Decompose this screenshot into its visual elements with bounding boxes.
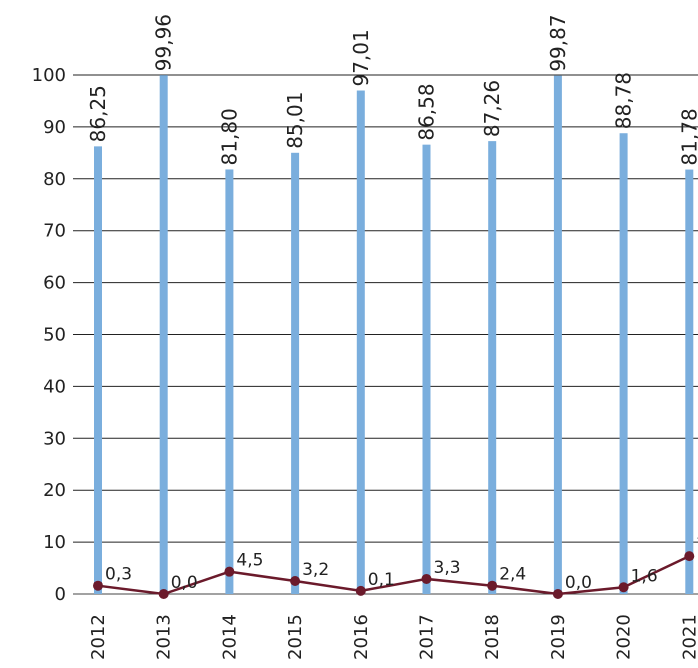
x-tick-label: 2012	[88, 614, 109, 660]
x-tick-label: 2018	[482, 614, 503, 660]
bar-2018	[488, 141, 497, 594]
y-tick-label: 80	[43, 169, 66, 190]
x-tick-label: 2017	[417, 614, 438, 660]
x-tick-label: 2020	[614, 614, 635, 660]
x-tick-label: 2019	[548, 614, 569, 660]
line-value-labels: 0,3 0,0 4,5 3,2 0,1 3,3 2,4 0,0 1,6 7,3	[105, 535, 698, 593]
y-tick-label: 20	[43, 480, 66, 501]
bar-value-labels: 86,25 99,96 81,80 85,01 97,01 86,58 87,26 99,87…	[86, 14, 698, 166]
x-tick-label: 2015	[285, 614, 306, 660]
line-value-label: 3,2	[302, 560, 329, 580]
y-axis-ticks: 0 10 20 30 40 50 60 70 80 90 100	[32, 65, 66, 605]
line-value-label: 4,5	[236, 551, 263, 571]
line-point-2015	[290, 576, 301, 587]
y-tick-label: 30	[43, 428, 66, 449]
line-point-2016	[355, 585, 366, 596]
bar-value-label: 81,80	[217, 108, 241, 165]
y-tick-label: 50	[43, 325, 66, 346]
y-tick-label: 0	[55, 584, 66, 605]
bar-2014	[225, 169, 234, 594]
bar-series	[94, 75, 694, 595]
line-value-label: 0,0	[565, 573, 592, 593]
x-tick-label: 2021	[679, 614, 698, 660]
y-tick-label: 60	[43, 273, 66, 294]
bar-2021	[685, 169, 694, 594]
line-value-label: 0,0	[171, 573, 198, 593]
bar-value-label: 81,78	[677, 108, 698, 165]
line-point-2019	[552, 589, 563, 599]
x-tick-label: 2013	[154, 614, 175, 660]
y-tick-label: 90	[43, 117, 66, 138]
x-tick-label: 2014	[219, 614, 240, 660]
line-value-label: 1,6	[631, 566, 658, 586]
x-tick-label: 2016	[351, 614, 372, 660]
bar-2017	[422, 144, 431, 595]
y-tick-label: 70	[43, 221, 66, 242]
bar-2019	[553, 75, 562, 595]
bar-value-label: 86,25	[86, 85, 110, 142]
y-tick-label: 100	[32, 65, 66, 86]
line-value-label: 0,3	[105, 565, 132, 585]
line-point-2014	[224, 566, 235, 577]
bar-2020	[619, 133, 628, 594]
x-axis-ticks: 2012 2013 2014 2015 2016 2017 2018 2019 2020 2021	[88, 614, 698, 660]
line-point-2020	[618, 582, 629, 593]
bar-2016	[356, 90, 365, 594]
y-tick-label: 10	[43, 532, 66, 553]
bar-value-label: 86,58	[415, 83, 439, 140]
line-point-2017	[421, 573, 432, 584]
bar-value-label: 97,01	[349, 29, 373, 86]
bar-value-label: 87,26	[480, 80, 504, 137]
bar-value-label: 85,01	[283, 92, 307, 149]
line-value-label: 7,3	[696, 535, 698, 555]
line-point-2018	[487, 580, 498, 591]
line-value-label: 2,4	[499, 565, 526, 585]
grid-lines	[73, 74, 698, 595]
bar-value-label: 99,87	[546, 14, 570, 71]
bar-2013	[159, 75, 168, 595]
line-value-label: 0,1	[368, 570, 395, 590]
line-value-label: 3,3	[434, 558, 461, 578]
line-point-2021	[684, 551, 695, 562]
bar-value-label: 88,78	[612, 72, 636, 129]
line-point-2013	[158, 589, 169, 599]
bar-value-label: 99,96	[152, 14, 176, 71]
line-series	[93, 551, 695, 599]
y-tick-label: 40	[43, 376, 66, 397]
line-path	[97, 554, 690, 596]
line-point-2012	[93, 580, 103, 591]
bar-2015	[291, 152, 300, 594]
bar-2012	[94, 146, 102, 595]
